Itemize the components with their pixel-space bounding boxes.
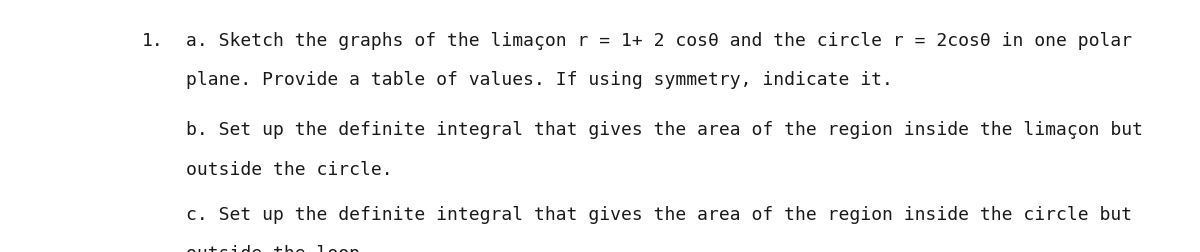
Text: outside the circle.: outside the circle. [186, 160, 392, 178]
Text: outside the loop.: outside the loop. [186, 244, 371, 252]
Text: 1.: 1. [142, 32, 163, 49]
Text: plane. Provide a table of values. If using symmetry, indicate it.: plane. Provide a table of values. If usi… [186, 71, 893, 88]
Text: b. Set up the definite integral that gives the area of the region inside the lim: b. Set up the definite integral that giv… [186, 121, 1142, 139]
Text: c. Set up the definite integral that gives the area of the region inside the cir: c. Set up the definite integral that giv… [186, 205, 1132, 223]
Text: a. Sketch the graphs of the limaçon r = 1+ 2 cosθ and the circle r = 2cosθ in on: a. Sketch the graphs of the limaçon r = … [186, 32, 1132, 49]
